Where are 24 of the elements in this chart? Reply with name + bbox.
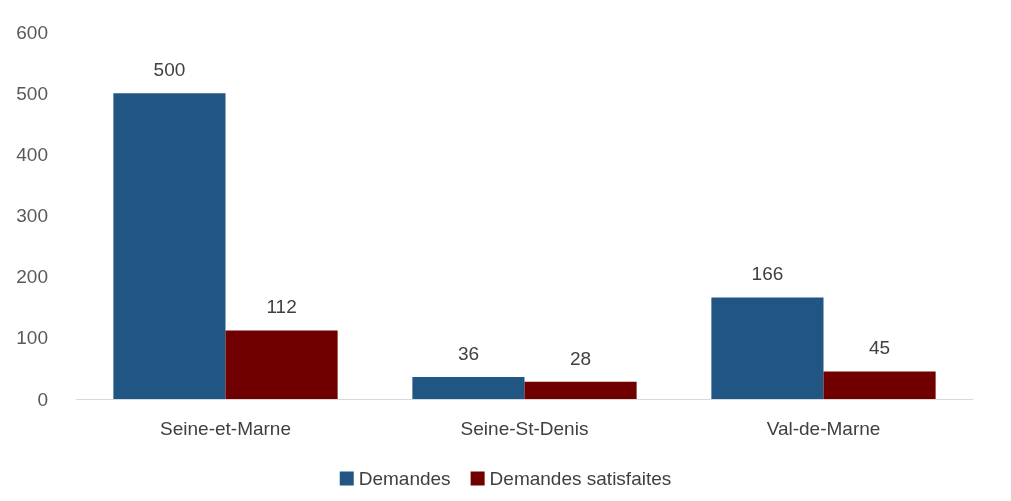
data-label: 28 bbox=[569, 347, 592, 369]
bar bbox=[524, 381, 637, 399]
legend-label: Demandes bbox=[358, 468, 451, 489]
bar bbox=[412, 376, 525, 399]
y-tick-label: 100 bbox=[16, 327, 48, 349]
x-tick-label: Seine-et-Marne bbox=[160, 418, 291, 439]
bar bbox=[113, 93, 226, 399]
bar bbox=[225, 330, 338, 399]
data-label: 45 bbox=[868, 337, 891, 359]
bar bbox=[711, 297, 824, 399]
y-tick-label: 300 bbox=[16, 205, 48, 226]
y-tick-label: 0 bbox=[37, 388, 48, 410]
y-tick-label: 400 bbox=[16, 143, 48, 165]
data-label: 36 bbox=[457, 342, 480, 364]
y-tick-label: 500 bbox=[16, 82, 48, 104]
legend-label: Demandes satisfaites bbox=[489, 468, 672, 489]
y-tick-label: 600 bbox=[16, 21, 48, 43]
y-tick-label: 200 bbox=[16, 266, 48, 288]
x-tick-label: Seine-St-Denis bbox=[460, 418, 589, 439]
bar bbox=[823, 371, 936, 399]
data-label: 112 bbox=[266, 296, 297, 318]
x-tick-label: Val-de-Marne bbox=[766, 418, 881, 439]
data-label: 500 bbox=[153, 59, 186, 81]
data-label: 166 bbox=[751, 263, 784, 285]
